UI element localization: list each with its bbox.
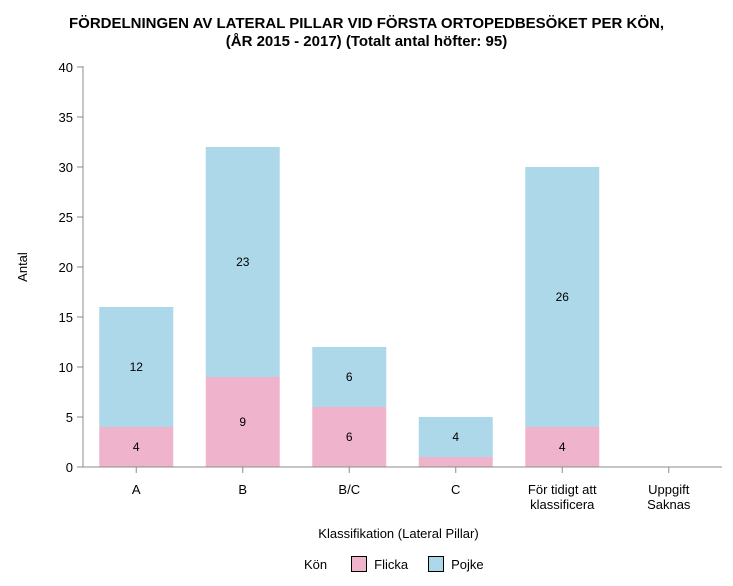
x-tick-label-4-0: För tidigt att	[528, 482, 597, 497]
x-tick-label-5-0: Uppgift	[648, 482, 690, 497]
y-tick-label-30: 30	[59, 160, 73, 175]
y-tick-label-40: 40	[59, 60, 73, 75]
legend-title: Kön	[304, 556, 328, 572]
bar-flicka-1	[205, 377, 280, 467]
bar-flicka-0	[99, 427, 174, 467]
bar-pojke-2	[312, 347, 387, 407]
data-label-pojke-1: 23	[236, 255, 250, 269]
y-tick-label-0: 0	[66, 460, 73, 475]
x-tick-label-4-1: klassificera	[530, 497, 595, 512]
legend-swatch-flicka	[351, 556, 368, 572]
data-label-pojke-3: 4	[452, 430, 459, 444]
x-tick-label-1-0: B	[238, 482, 247, 497]
bar-pojke-1	[205, 147, 280, 377]
data-label-pojke-2: 6	[346, 370, 353, 384]
y-tick-label-15: 15	[59, 310, 73, 325]
data-label-flicka-2: 6	[346, 430, 353, 444]
x-tick-label-3-0: C	[451, 482, 460, 497]
x-axis-title: Klassifikation (Lateral Pillar)	[318, 526, 478, 541]
y-tick-label-20: 20	[59, 260, 73, 275]
legend-swatch-pojke	[428, 556, 445, 572]
data-label-flicka-4: 4	[559, 440, 566, 454]
x-tick-label-5-1: Saknas	[647, 497, 691, 512]
y-tick-label-5: 5	[66, 410, 73, 425]
bar-flicka-3	[418, 457, 493, 467]
data-label-flicka-0: 4	[133, 440, 140, 454]
bar-pojke-3	[418, 417, 493, 457]
legend: Kön Flicka Pojke	[304, 556, 484, 572]
y-tick-label-25: 25	[59, 210, 73, 225]
y-axis-title: Antal	[15, 252, 30, 282]
bar-flicka-2	[312, 407, 387, 467]
legend-label-flicka: Flicka	[374, 556, 409, 572]
data-label-pojke-0: 12	[130, 360, 144, 374]
bar-pojke-4	[525, 167, 600, 427]
data-label-flicka-1: 9	[239, 415, 246, 429]
x-tick-label-0-0: A	[132, 482, 141, 497]
bar-flicka-4	[525, 427, 600, 467]
legend-item-flicka: Flicka	[351, 556, 408, 572]
bar-pojke-0	[99, 307, 174, 427]
data-label-pojke-4: 26	[556, 290, 570, 304]
chart-title: FÖRDELNINGEN AV LATERAL PILLAR VID FÖRST…	[68, 15, 665, 32]
legend-label-pojke: Pojke	[451, 556, 484, 572]
y-tick-label-35: 35	[59, 110, 73, 125]
x-tick-label-2-0: B/C	[338, 482, 360, 497]
y-tick-label-10: 10	[59, 360, 73, 375]
legend-item-pojke: Pojke	[428, 556, 484, 572]
chart-subtitle: (ÅR 2015 - 2017) (Totalt antal höfter: 9…	[225, 33, 508, 50]
